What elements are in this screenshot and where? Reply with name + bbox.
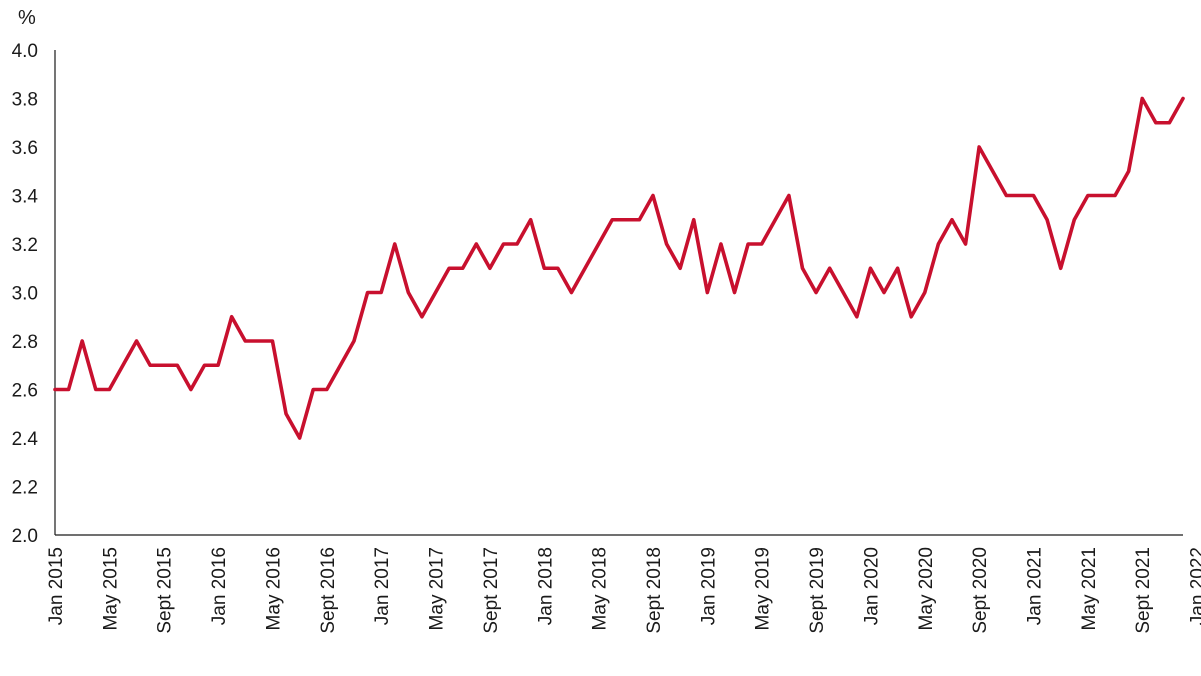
y-tick-label: 4.0 [12, 41, 38, 62]
x-tick-label: May 2021 [1079, 547, 1100, 630]
x-tick-label: Sept 2021 [1133, 547, 1154, 634]
y-tick-label: 3.2 [12, 235, 38, 256]
y-tick-label: 2.8 [12, 332, 38, 353]
x-tick-label: May 2019 [753, 547, 774, 630]
y-tick-label: 2.6 [12, 381, 38, 402]
y-axis-unit-label: % [18, 7, 36, 29]
x-tick-label: Jan 2015 [46, 547, 67, 625]
series-line [53, 96, 1185, 440]
y-tick-label: 2.0 [12, 526, 38, 547]
x-tick-label: Jan 2022 [1188, 547, 1201, 625]
y-tick-label: 2.4 [12, 429, 39, 450]
x-tick-label: Jan 2019 [698, 547, 719, 625]
x-tick-label: Sept 2020 [970, 547, 991, 634]
y-tick-label: 3.0 [12, 284, 38, 305]
y-tick-label: 3.8 [12, 90, 38, 111]
y-tick-label: 2.2 [12, 478, 38, 499]
x-tick-label: Sept 2018 [644, 547, 665, 634]
x-tick-label: May 2015 [100, 547, 121, 630]
x-tick-label: Jan 2020 [861, 547, 882, 625]
x-tick-label: Sept 2015 [155, 547, 176, 634]
x-tick-label: Jan 2016 [209, 547, 230, 625]
x-tick-label: May 2018 [590, 547, 611, 630]
x-tick-label: Sept 2016 [318, 547, 339, 634]
x-tick-label: Jan 2021 [1025, 547, 1046, 625]
x-tick-labels: Jan 2015 May 2015 Sept 2015 Jan 2016 May 201… [46, 547, 1201, 634]
x-tick-label: May 2020 [916, 547, 937, 630]
x-tick-label: May 2016 [263, 547, 284, 630]
x-tick-label: Sept 2019 [807, 547, 828, 634]
x-tick-label: Jan 2018 [535, 547, 556, 625]
x-tick-label: Jan 2017 [372, 547, 393, 625]
y-tick-label: 3.4 [12, 187, 39, 208]
y-tick-labels: 2.0 2.2 2.4 2.6 2.8 3.0 3.2 3.4 3.6 3.8 4.0 [12, 41, 39, 547]
y-tick-label: 3.6 [12, 138, 38, 159]
x-tick-label: Sept 2017 [481, 547, 502, 634]
x-tick-label: May 2017 [427, 547, 448, 630]
